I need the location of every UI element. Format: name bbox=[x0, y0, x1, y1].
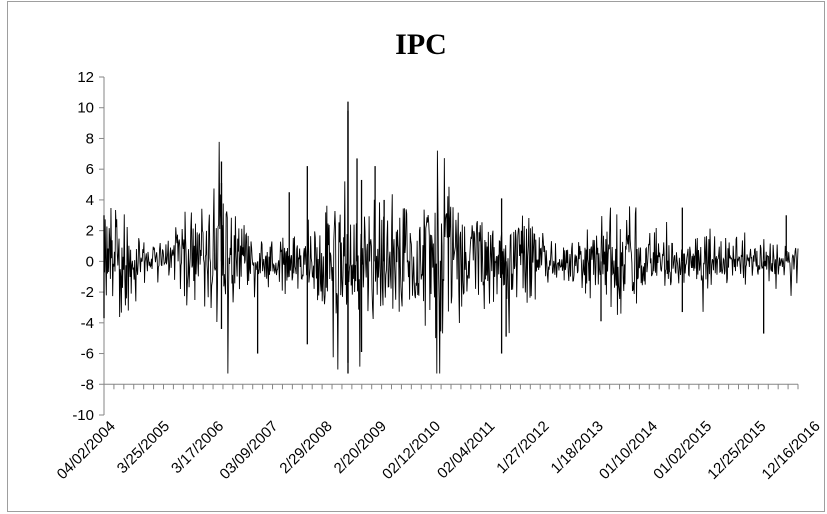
x-tick-label: 3/25/2005 bbox=[114, 418, 173, 477]
y-tick-label: 10 bbox=[77, 100, 94, 117]
series-line bbox=[103, 141, 799, 374]
y-tick-label: 6 bbox=[86, 161, 94, 178]
chart-frame: IPC -10 -8 -6 -4 -2 0 2 4 6 8 10 12 04/02/2004 3/25/… bbox=[7, 1, 825, 512]
y-tick-label: 4 bbox=[86, 192, 94, 209]
x-tick-label: 12/16/2016 bbox=[759, 418, 824, 483]
y-tick-label: -4 bbox=[81, 315, 94, 332]
y-tick-label: -8 bbox=[81, 376, 94, 393]
y-tick-label: 2 bbox=[86, 223, 94, 240]
chart-title: IPC bbox=[395, 28, 447, 61]
y-tick-label: 8 bbox=[86, 130, 94, 147]
y-tick-label: -6 bbox=[81, 346, 94, 363]
x-tick-label: 1/27/2012 bbox=[493, 418, 552, 477]
x-axis: 04/02/20043/25/20053/17/200603/09/20072/… bbox=[54, 383, 824, 483]
series bbox=[103, 101, 799, 374]
chart-svg: IPC -10 -8 -6 -4 -2 0 2 4 6 8 10 12 04/02/20043/25/… bbox=[54, 28, 824, 483]
x-tick-label: 02/04/2011 bbox=[434, 418, 498, 482]
y-tick-label: -10 bbox=[72, 407, 94, 424]
x-tick-label: 02/12/2010 bbox=[379, 418, 444, 483]
y-tick-label: -2 bbox=[81, 284, 94, 301]
x-tick-label: 04/02/2004 bbox=[54, 418, 119, 483]
x-tick-label: 2/29/2008 bbox=[276, 418, 335, 477]
y-axis: -10 -8 -6 -4 -2 0 2 4 6 8 10 12 bbox=[72, 69, 105, 424]
y-tick-label: 12 bbox=[77, 69, 94, 86]
x-tick-label: 03/09/2007 bbox=[216, 418, 281, 483]
y-tick-label: 0 bbox=[86, 253, 94, 270]
